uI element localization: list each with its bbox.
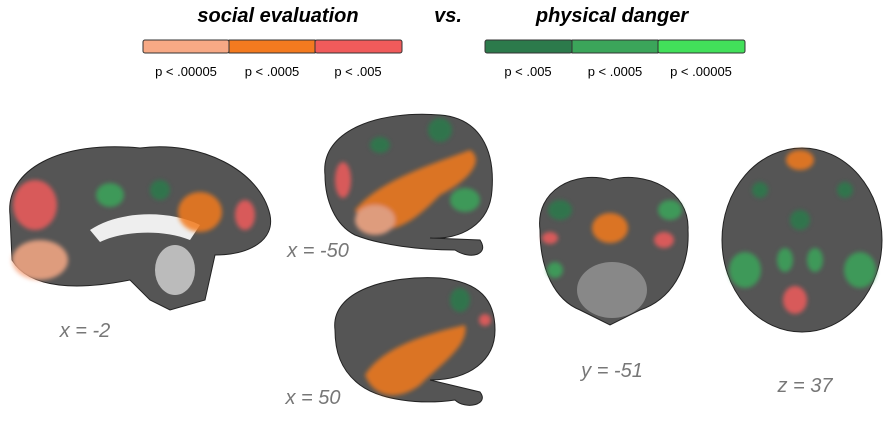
level-label: p < .005 (504, 64, 551, 79)
level-label: p < .00005 (670, 64, 732, 79)
level-label: p < .0005 (245, 64, 300, 79)
brain-slice (334, 277, 496, 406)
slice-label: z = 37 (776, 375, 833, 397)
color-swatch (314, 39, 403, 54)
slice-label: x = -50 (286, 240, 349, 262)
slice-label: x = 50 (284, 387, 340, 409)
legend-title: physical danger (535, 5, 689, 27)
color-bar (142, 39, 746, 54)
slice-label: y = -51 (579, 360, 643, 382)
brain-slice (721, 147, 883, 333)
legend-title: social evaluation (197, 5, 358, 27)
color-swatch (142, 39, 230, 54)
level-label: p < .005 (334, 64, 381, 79)
slice-label: x = -2 (59, 320, 111, 342)
color-swatch (484, 39, 573, 54)
brain-slice (324, 113, 493, 256)
brain-slice (9, 146, 272, 311)
level-label: p < .00005 (155, 64, 217, 79)
brain-slice (539, 176, 689, 326)
color-swatch (228, 39, 316, 54)
color-swatch (571, 39, 659, 54)
separator: vs. (434, 5, 462, 27)
level-label: p < .0005 (588, 64, 643, 79)
color-swatch (657, 39, 746, 54)
